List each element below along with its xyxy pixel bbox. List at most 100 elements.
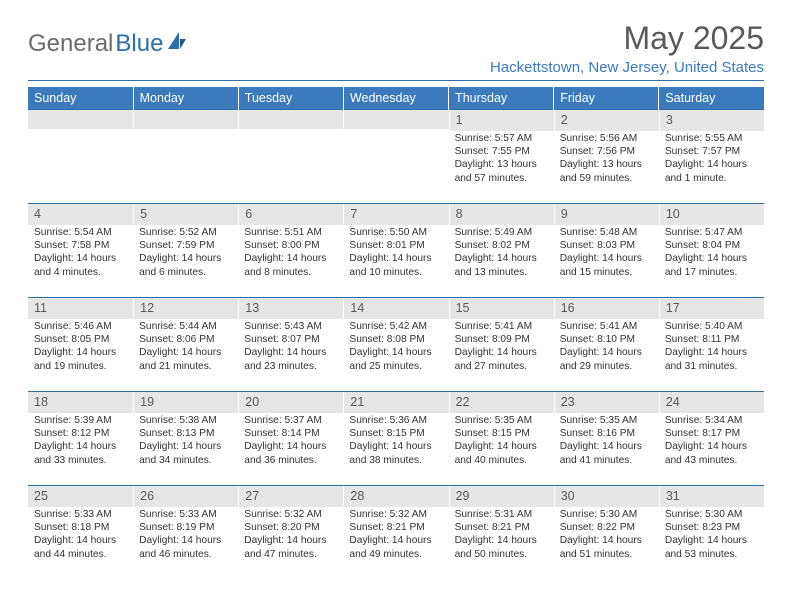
day-info-line: Sunrise: 5:40 AM — [665, 320, 758, 333]
day-info-line: Sunset: 8:19 PM — [139, 521, 232, 534]
day-body: Sunrise: 5:30 AMSunset: 8:23 PMDaylight:… — [659, 507, 764, 564]
calendar-day-cell: 7Sunrise: 5:50 AMSunset: 8:01 PMDaylight… — [343, 204, 448, 298]
day-info-line: Sunrise: 5:47 AM — [665, 226, 758, 239]
day-body: Sunrise: 5:48 AMSunset: 8:03 PMDaylight:… — [554, 225, 659, 282]
day-info-line: Sunset: 8:12 PM — [34, 427, 127, 440]
day-number-bar — [343, 110, 448, 129]
month-title: May 2025 — [490, 20, 764, 57]
day-info-line: Daylight: 13 hours and 59 minutes. — [560, 158, 653, 185]
page-header: GeneralBlue May 2025 Hackettstown, New J… — [28, 20, 764, 76]
day-info-line: Daylight: 14 hours and 13 minutes. — [455, 252, 548, 279]
day-number-bar: 24 — [659, 392, 764, 413]
day-info-line: Sunrise: 5:41 AM — [560, 320, 653, 333]
calendar-week-row: 11Sunrise: 5:46 AMSunset: 8:05 PMDayligh… — [28, 298, 764, 392]
day-info-line: Sunrise: 5:37 AM — [244, 414, 337, 427]
day-info-line: Sunset: 8:16 PM — [560, 427, 653, 440]
day-info-line: Sunrise: 5:50 AM — [349, 226, 442, 239]
day-info-line: Daylight: 14 hours and 40 minutes. — [455, 440, 548, 467]
day-info-line: Daylight: 14 hours and 29 minutes. — [560, 346, 653, 373]
day-body: Sunrise: 5:49 AMSunset: 8:02 PMDaylight:… — [449, 225, 554, 282]
day-info-line: Sunrise: 5:43 AM — [244, 320, 337, 333]
calendar-day-cell: 11Sunrise: 5:46 AMSunset: 8:05 PMDayligh… — [28, 298, 133, 392]
day-info-line: Daylight: 14 hours and 44 minutes. — [34, 534, 127, 561]
day-info-line: Sunrise: 5:46 AM — [34, 320, 127, 333]
day-body: Sunrise: 5:39 AMSunset: 8:12 PMDaylight:… — [28, 413, 133, 470]
day-info-line: Daylight: 14 hours and 34 minutes. — [139, 440, 232, 467]
day-body — [28, 129, 133, 132]
day-number-bar: 19 — [133, 392, 238, 413]
day-info-line: Sunrise: 5:32 AM — [244, 508, 337, 521]
day-info-line: Sunset: 8:08 PM — [349, 333, 442, 346]
day-number-bar — [28, 110, 133, 129]
weekday-header: Monday — [133, 87, 238, 110]
day-info-line: Sunset: 8:15 PM — [349, 427, 442, 440]
day-number-bar: 31 — [659, 486, 764, 507]
day-number-bar: 6 — [238, 204, 343, 225]
day-info-line: Daylight: 14 hours and 1 minute. — [665, 158, 758, 185]
day-info-line: Sunrise: 5:57 AM — [455, 132, 548, 145]
day-body: Sunrise: 5:35 AMSunset: 8:16 PMDaylight:… — [554, 413, 659, 470]
weekday-header: Wednesday — [343, 87, 448, 110]
day-info-line: Daylight: 14 hours and 50 minutes. — [455, 534, 548, 561]
calendar-week-row: 4Sunrise: 5:54 AMSunset: 7:58 PMDaylight… — [28, 204, 764, 298]
calendar-day-cell: 8Sunrise: 5:49 AMSunset: 8:02 PMDaylight… — [449, 204, 554, 298]
day-number-bar: 28 — [343, 486, 448, 507]
day-body: Sunrise: 5:30 AMSunset: 8:22 PMDaylight:… — [554, 507, 659, 564]
day-body — [343, 129, 448, 132]
calendar-day-cell: 18Sunrise: 5:39 AMSunset: 8:12 PMDayligh… — [28, 392, 133, 486]
day-info-line: Sunset: 8:06 PM — [139, 333, 232, 346]
day-number-bar: 4 — [28, 204, 133, 225]
day-info-line: Sunset: 8:02 PM — [455, 239, 548, 252]
day-info-line: Sunrise: 5:51 AM — [244, 226, 337, 239]
day-info-line: Sunset: 8:14 PM — [244, 427, 337, 440]
day-number-bar: 21 — [343, 392, 448, 413]
calendar-day-cell: 30Sunrise: 5:30 AMSunset: 8:22 PMDayligh… — [554, 486, 659, 576]
calendar-day-cell: 10Sunrise: 5:47 AMSunset: 8:04 PMDayligh… — [659, 204, 764, 298]
day-number-bar: 13 — [238, 298, 343, 319]
calendar-day-cell: 22Sunrise: 5:35 AMSunset: 8:15 PMDayligh… — [449, 392, 554, 486]
day-info-line: Daylight: 14 hours and 27 minutes. — [455, 346, 548, 373]
title-block: May 2025 Hackettstown, New Jersey, Unite… — [490, 20, 764, 76]
calendar-day-cell: 12Sunrise: 5:44 AMSunset: 8:06 PMDayligh… — [133, 298, 238, 392]
day-number-bar: 3 — [659, 110, 764, 131]
day-info-line: Sunrise: 5:32 AM — [349, 508, 442, 521]
calendar-day-cell: 28Sunrise: 5:32 AMSunset: 8:21 PMDayligh… — [343, 486, 448, 576]
day-info-line: Daylight: 14 hours and 47 minutes. — [244, 534, 337, 561]
day-body: Sunrise: 5:47 AMSunset: 8:04 PMDaylight:… — [659, 225, 764, 282]
day-body: Sunrise: 5:57 AMSunset: 7:55 PMDaylight:… — [449, 131, 554, 188]
day-info-line: Sunset: 8:01 PM — [349, 239, 442, 252]
day-body: Sunrise: 5:40 AMSunset: 8:11 PMDaylight:… — [659, 319, 764, 376]
day-info-line: Sunset: 8:21 PM — [349, 521, 442, 534]
day-info-line: Sunset: 7:57 PM — [665, 145, 758, 158]
day-info-line: Sunrise: 5:38 AM — [139, 414, 232, 427]
weekday-header: Tuesday — [238, 87, 343, 110]
calendar-empty-cell — [343, 110, 448, 204]
day-info-line: Sunset: 8:17 PM — [665, 427, 758, 440]
day-body: Sunrise: 5:34 AMSunset: 8:17 PMDaylight:… — [659, 413, 764, 470]
day-number-bar: 18 — [28, 392, 133, 413]
day-number-bar — [133, 110, 238, 129]
day-info-line: Daylight: 14 hours and 10 minutes. — [349, 252, 442, 279]
day-info-line: Sunset: 8:20 PM — [244, 521, 337, 534]
day-info-line: Daylight: 14 hours and 4 minutes. — [34, 252, 127, 279]
day-number-bar: 15 — [449, 298, 554, 319]
day-number-bar: 5 — [133, 204, 238, 225]
day-body: Sunrise: 5:41 AMSunset: 8:10 PMDaylight:… — [554, 319, 659, 376]
day-info-line: Sunrise: 5:44 AM — [139, 320, 232, 333]
day-body: Sunrise: 5:37 AMSunset: 8:14 PMDaylight:… — [238, 413, 343, 470]
day-number-bar: 16 — [554, 298, 659, 319]
day-info-line: Sunset: 8:09 PM — [455, 333, 548, 346]
day-info-line: Sunrise: 5:30 AM — [560, 508, 653, 521]
day-number-bar — [238, 110, 343, 129]
day-info-line: Daylight: 14 hours and 31 minutes. — [665, 346, 758, 373]
day-body: Sunrise: 5:50 AMSunset: 8:01 PMDaylight:… — [343, 225, 448, 282]
day-info-line: Sunrise: 5:35 AM — [560, 414, 653, 427]
day-body: Sunrise: 5:54 AMSunset: 7:58 PMDaylight:… — [28, 225, 133, 282]
day-number-bar: 22 — [449, 392, 554, 413]
day-info-line: Sunset: 7:55 PM — [455, 145, 548, 158]
day-info-line: Sunset: 8:11 PM — [665, 333, 758, 346]
calendar-day-cell: 26Sunrise: 5:33 AMSunset: 8:19 PMDayligh… — [133, 486, 238, 576]
brand-name-plain: General — [28, 30, 113, 58]
day-info-line: Daylight: 14 hours and 21 minutes. — [139, 346, 232, 373]
day-info-line: Sunset: 8:13 PM — [139, 427, 232, 440]
